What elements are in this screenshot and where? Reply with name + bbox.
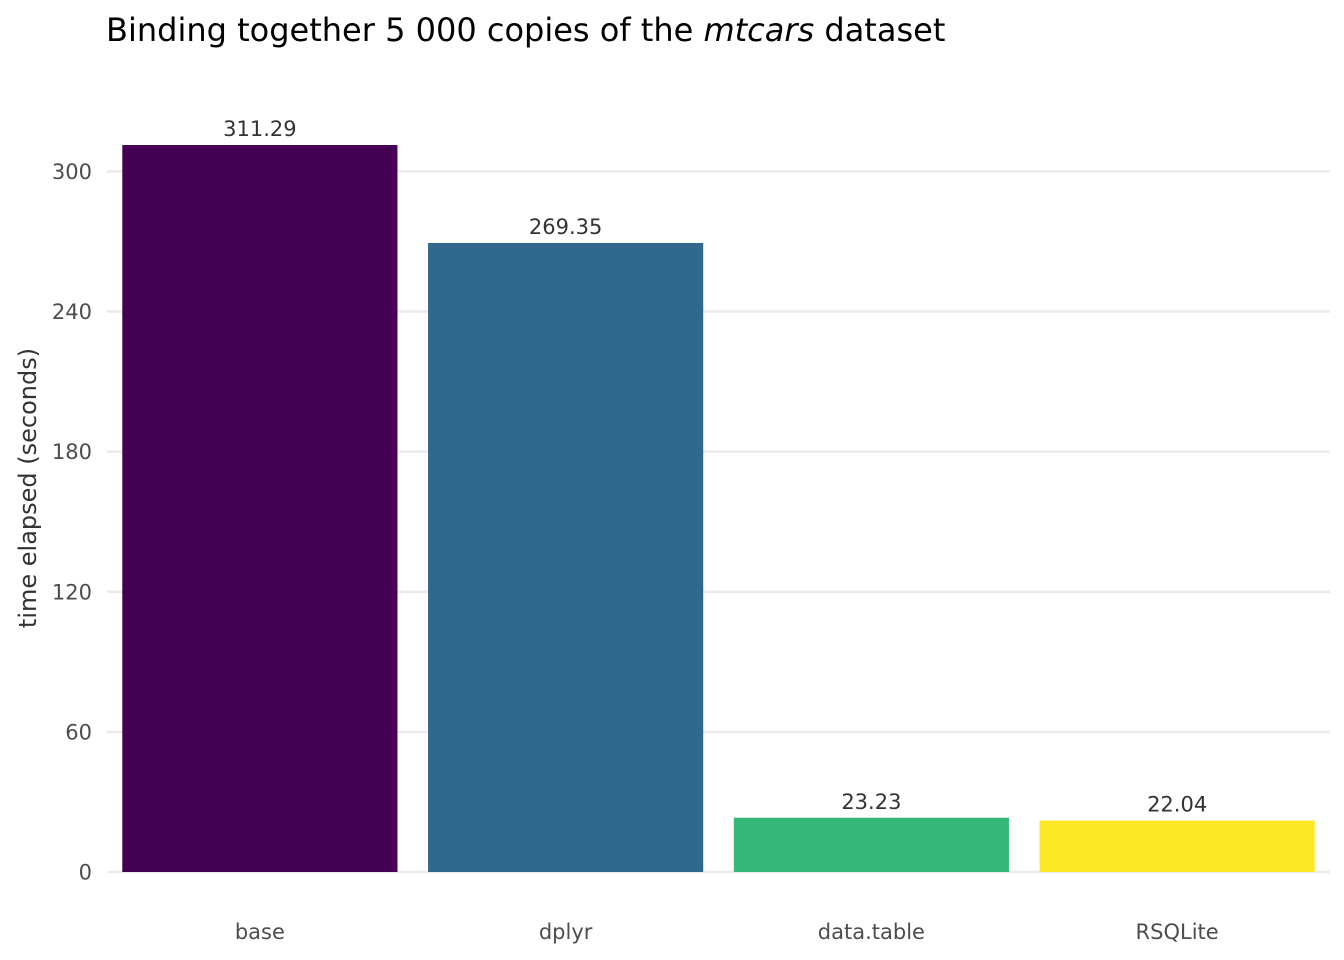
y-tick-label: 180: [52, 440, 92, 464]
x-tick-label: base: [235, 920, 285, 944]
x-axis-ticks: base dplyr data.table RSQLite: [235, 920, 1219, 944]
y-axis-ticks: 0 60 120 180 240 300: [52, 160, 92, 885]
bar-value-label: 311.29: [223, 117, 296, 141]
bar-value-label: 269.35: [529, 215, 602, 239]
y-tick-label: 300: [52, 160, 92, 184]
x-tick-label: RSQLite: [1136, 920, 1219, 944]
x-tick-label: data.table: [818, 920, 925, 944]
bars: [122, 145, 1315, 873]
bar-dplyr: [428, 242, 704, 872]
chart-title-emphasis: mtcars: [703, 11, 814, 49]
bar-base: [122, 145, 398, 873]
bar-data-table: [733, 817, 1009, 872]
x-tick-label: dplyr: [539, 920, 593, 944]
chart-title-part-1: Binding together 5 000 copies of the: [106, 11, 703, 49]
y-tick-label: 240: [52, 300, 92, 324]
bar-value-label: 22.04: [1147, 793, 1207, 817]
y-tick-label: 60: [65, 720, 92, 744]
chart-title: Binding together 5 000 copies of the mtc…: [106, 11, 945, 49]
bar-rsqlite: [1039, 820, 1315, 872]
bar-value-label: 23.23: [841, 790, 901, 814]
y-tick-label: 0: [79, 861, 92, 885]
y-tick-label: 120: [52, 580, 92, 604]
bar-labels: 311.29 269.35 23.23 22.04: [223, 117, 1207, 816]
chart-title-part-2: dataset: [814, 11, 945, 49]
y-axis-title: time elapsed (seconds): [14, 348, 42, 628]
